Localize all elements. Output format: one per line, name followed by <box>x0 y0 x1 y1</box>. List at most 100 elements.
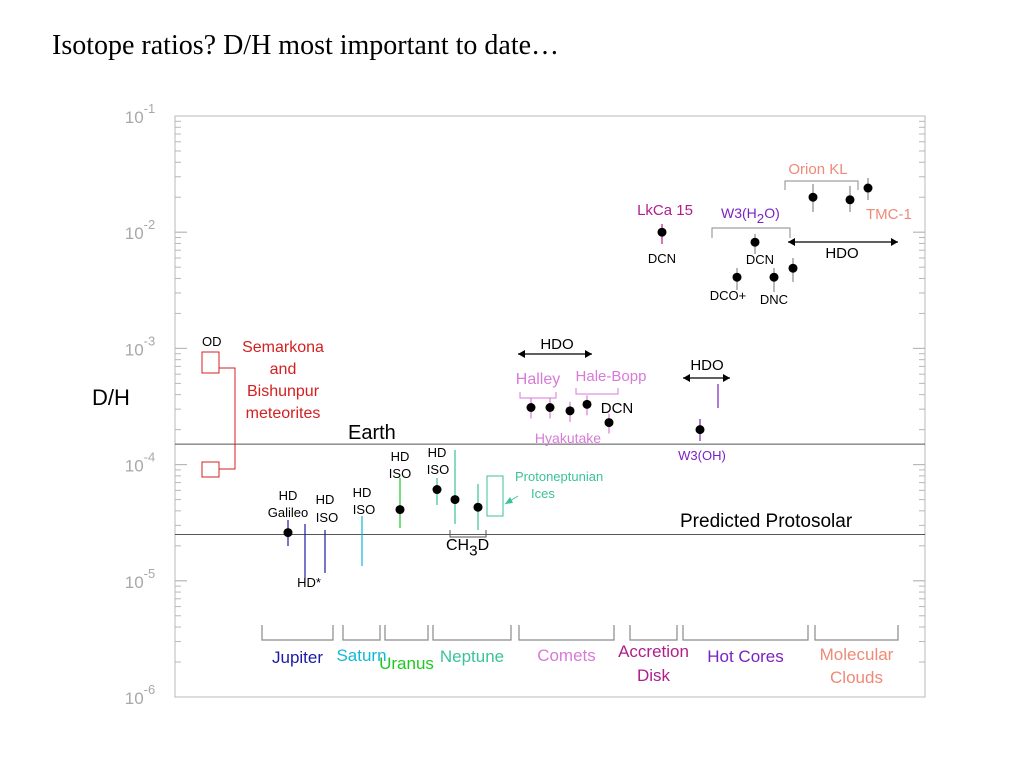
category-label: Accretion <box>618 642 689 661</box>
slide-title: Isotope ratios? D/H most important to da… <box>52 30 560 61</box>
hd-label: HD <box>316 492 335 507</box>
point-neptune-hd-iso <box>432 485 442 495</box>
iso-label: ISO <box>353 502 375 517</box>
od-box-upper <box>201 351 220 374</box>
halley-bracket <box>519 392 557 399</box>
meteorite-label: Bishunpur <box>247 383 320 400</box>
ch3d-label: CH3D <box>446 537 489 560</box>
w3h2o-bracket <box>711 227 791 238</box>
category-bracket <box>432 625 512 641</box>
point-tmc1 <box>863 183 873 193</box>
od-box-lower <box>201 461 220 478</box>
point-jupiter-hd-galileo <box>283 528 293 538</box>
meteorite-label: and <box>270 361 297 378</box>
y-tick-label: 10-1 <box>125 101 155 127</box>
orion-kl-label: Orion KL <box>788 161 847 178</box>
point-neptune-ch3d <box>473 502 483 512</box>
category-label: Uranus <box>379 654 434 673</box>
dcn-label: DCN <box>648 251 676 266</box>
category-label: Saturn <box>336 646 386 665</box>
hale-bopp-label: Hale-Bopp <box>576 368 647 385</box>
od-label: OD <box>202 334 222 349</box>
category-label: Molecular <box>820 645 894 664</box>
point-neptune-ch3d <box>450 495 460 505</box>
point-comet <box>526 403 536 413</box>
arrow-head <box>683 374 690 382</box>
point-hot-core-dcn <box>750 237 760 247</box>
category-label: Neptune <box>440 647 504 666</box>
point-comet <box>565 406 575 416</box>
category-bracket <box>629 625 678 641</box>
point-comet <box>604 418 614 428</box>
tmc1-label: TMC-1 <box>866 206 912 223</box>
meteorite-label: meteorites <box>246 405 321 422</box>
y-tick-label: 10-3 <box>125 333 155 359</box>
category-bracket <box>342 625 381 641</box>
w3h2o-label: W3(H2O) <box>721 205 780 226</box>
plot-frame <box>174 115 926 698</box>
category-bracket <box>814 625 899 641</box>
hd-label: HD <box>428 445 447 460</box>
arrow-head <box>723 374 730 382</box>
hd-label: HD <box>279 488 298 503</box>
orion-bracket <box>784 180 859 190</box>
dcn-label: DCN <box>746 252 774 267</box>
y-tick-label: 10-2 <box>125 217 155 243</box>
arrow-head <box>891 238 898 246</box>
point-orion-kl <box>808 192 818 202</box>
y-tick-label: 10-6 <box>125 682 155 708</box>
category-label: Clouds <box>830 668 883 687</box>
y-axis-label: D/H <box>92 385 130 410</box>
protoneptunian-arrow-head <box>505 497 513 504</box>
point-hot-core-dco <box>732 272 742 282</box>
y-tick-label: 10-5 <box>125 566 155 592</box>
iso-label: ISO <box>427 462 449 477</box>
w3oh-label: W3(OH) <box>678 448 726 463</box>
protoneptunian-label: Protoneptunian <box>515 469 603 484</box>
meteorite-bracket <box>219 367 236 470</box>
point-comet <box>582 399 592 409</box>
hd-label: HD <box>391 449 410 464</box>
arrow-head <box>788 238 795 246</box>
arrow-head <box>585 350 592 358</box>
y-tick-label: 10-4 <box>125 450 155 476</box>
hdo-label: HDO <box>825 245 858 262</box>
point-lkca15-dcn <box>657 227 667 237</box>
hyakutake-label: Hyakutake <box>535 430 601 446</box>
hdo-label: HDO <box>540 336 573 353</box>
point-orion-kl <box>845 195 855 205</box>
iso-label: ISO <box>316 510 338 525</box>
point-comet <box>545 403 555 413</box>
point-hot-core-hdo <box>788 263 798 273</box>
lkca15-label: LkCa 15 <box>637 202 693 219</box>
point-hot-core-dnc <box>769 272 779 282</box>
dco-label: DCO+ <box>710 288 746 303</box>
hdo-label: HDO <box>690 357 723 374</box>
protosolar-label: Predicted Protosolar <box>680 511 853 532</box>
meteorite-label: Semarkona <box>242 339 324 356</box>
halley-label: Halley <box>516 371 560 388</box>
protoneptunian-label: Ices <box>531 486 555 501</box>
arrow-head <box>518 350 525 358</box>
iso-label: ISO <box>389 466 411 481</box>
category-label: Jupiter <box>272 648 323 667</box>
hd-star-label: HD* <box>297 575 321 590</box>
category-label: Disk <box>637 666 671 685</box>
category-label: Comets <box>537 646 596 665</box>
category-bracket <box>384 625 429 641</box>
galileo-label: Galileo <box>268 505 308 520</box>
protoneptunian-box <box>486 475 504 517</box>
point-uranus-hd-iso <box>395 505 405 515</box>
dcn-label: DCN <box>601 400 634 417</box>
category-bracket <box>261 625 334 641</box>
hd-label: HD <box>353 485 372 500</box>
category-label: Hot Cores <box>707 647 784 666</box>
category-bracket <box>682 625 809 641</box>
dnc-label: DNC <box>760 292 788 307</box>
ch3d-bracket <box>449 530 487 538</box>
hale-bopp-bracket <box>575 388 619 395</box>
earth-label: Earth <box>348 422 396 444</box>
point-w3oh <box>695 425 705 435</box>
category-bracket <box>518 625 615 641</box>
